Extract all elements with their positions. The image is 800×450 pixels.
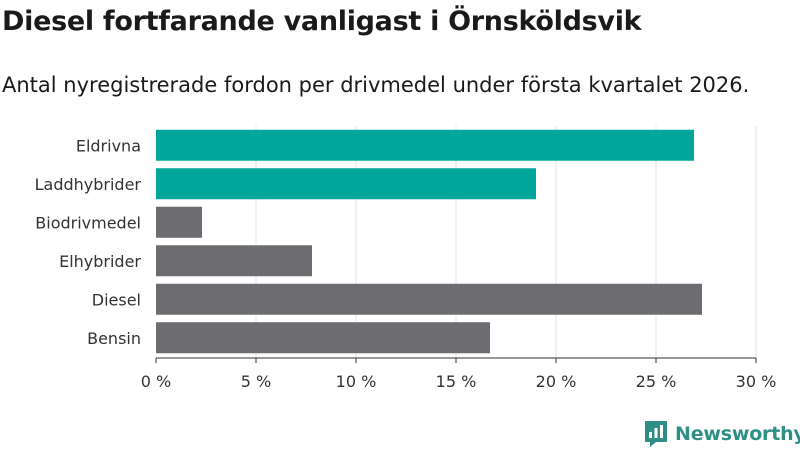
x-tick-label-20: 20 % xyxy=(536,372,577,391)
chart-title: Diesel fortfarande vanligast i Örnskölds… xyxy=(2,6,642,37)
bar-laddhybrider xyxy=(156,168,536,200)
newsworthy-logo-icon xyxy=(645,421,667,447)
bar-elhybrider xyxy=(156,245,312,277)
category-label-eldrivna: Eldrivna xyxy=(76,136,141,155)
category-label-laddhybrider: Laddhybrider xyxy=(35,175,142,194)
x-tick-label-15: 15 % xyxy=(436,372,477,391)
x-tick-label-0: 0 % xyxy=(141,372,171,391)
brand-name: Newsworthy xyxy=(675,423,800,445)
chart-subtitle: Antal nyregistrerade fordon per drivmede… xyxy=(2,73,750,97)
brand-logo: Newsworthy xyxy=(644,420,800,448)
bar-bensin xyxy=(156,322,490,354)
bar-biodrivmedel xyxy=(156,206,202,238)
x-tick-label-10: 10 % xyxy=(336,372,377,391)
x-tick-label-5: 5 % xyxy=(241,372,271,391)
category-label-biodrivmedel: Biodrivmedel xyxy=(35,213,141,232)
category-label-bensin: Bensin xyxy=(87,329,141,348)
x-tick-label-30: 30 % xyxy=(736,372,777,391)
bar-eldrivna xyxy=(156,129,694,161)
bar-diesel xyxy=(156,283,702,315)
category-label-elhybrider: Elhybrider xyxy=(59,252,141,271)
category-label-diesel: Diesel xyxy=(92,290,141,309)
x-tick-label-25: 25 % xyxy=(636,372,677,391)
